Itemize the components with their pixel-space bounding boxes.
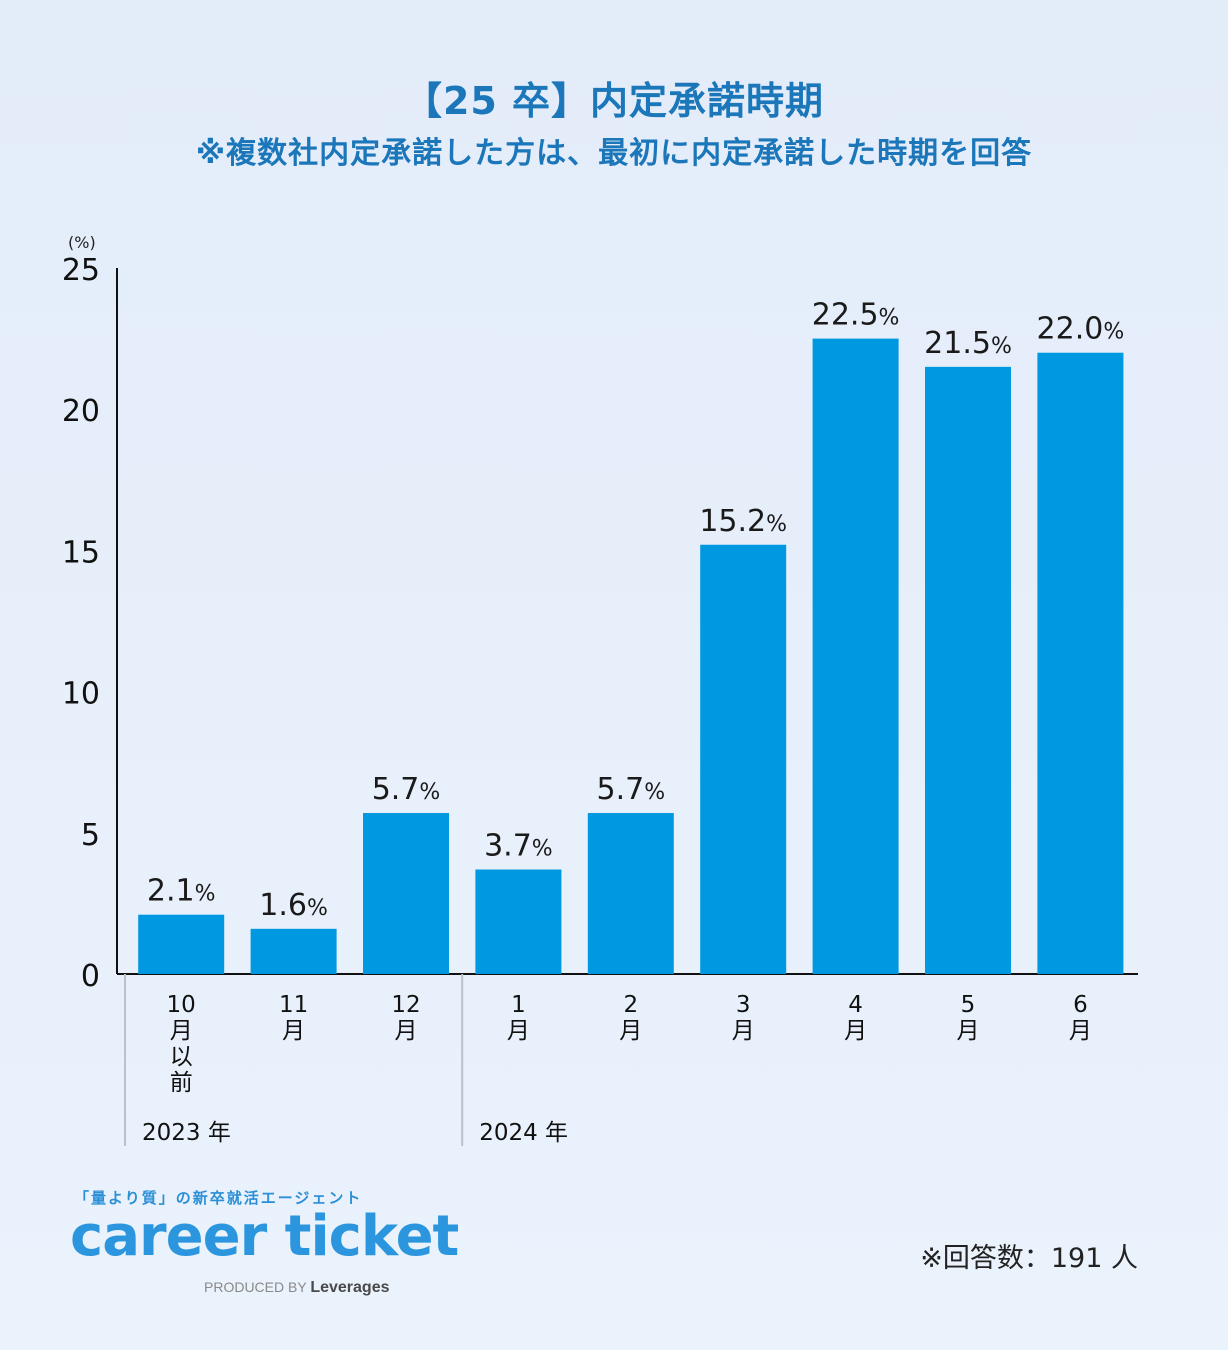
y-tick-label: 5 [81, 818, 100, 853]
bar [138, 914, 225, 974]
data-label: 22.5% [812, 298, 900, 333]
y-tick-label: 0 [81, 959, 100, 994]
bar [363, 813, 449, 974]
data-label: 3.7% [484, 829, 553, 864]
brand-produced-by: PRODUCED BY Leverages [204, 1279, 390, 1297]
x-tick-label: 10 月以前 [167, 992, 196, 1096]
y-tick-label: 25 [62, 253, 100, 288]
y-tick-label: 10 [62, 677, 100, 712]
produced-by-company: Leverages [310, 1279, 390, 1296]
x-tick-label: 11 月 [279, 992, 308, 1044]
data-label: 15.2% [699, 504, 787, 539]
bar [1037, 352, 1124, 975]
chart-subtitle: ※複数社内定承諾した方は、最初に内定承諾した時期を回答 [195, 136, 1033, 171]
bar [700, 544, 787, 974]
y-axis-unit-label: (%) [68, 233, 96, 252]
brand-tagline: 「量より質」の新卒就活エージェント [74, 1189, 363, 1207]
chart-title: 【25 卒】内定承諾時期 [403, 79, 825, 123]
x-tick-label: 12 月 [391, 992, 420, 1044]
data-label: 1.6% [259, 888, 328, 923]
respondent-count: ※回答数：191 人 [920, 1243, 1138, 1274]
bar [475, 869, 562, 974]
bar [587, 813, 674, 974]
brand-logo: career ticket [70, 1204, 459, 1269]
y-tick-label: 15 [62, 535, 100, 570]
data-label: 5.7% [596, 772, 665, 807]
bar [925, 366, 1011, 975]
data-label: 21.5% [924, 326, 1012, 361]
year-group-label: 2023 年 [142, 1120, 231, 1146]
data-label: 2.1% [147, 874, 216, 909]
bar [812, 338, 899, 975]
y-tick-label: 20 [62, 394, 100, 429]
data-label: 22.0% [1037, 312, 1125, 347]
data-label: 5.7% [372, 772, 441, 807]
year-group-label: 2024 年 [479, 1120, 568, 1146]
produced-by-label: PRODUCED BY [204, 1279, 307, 1295]
bar [250, 928, 337, 974]
